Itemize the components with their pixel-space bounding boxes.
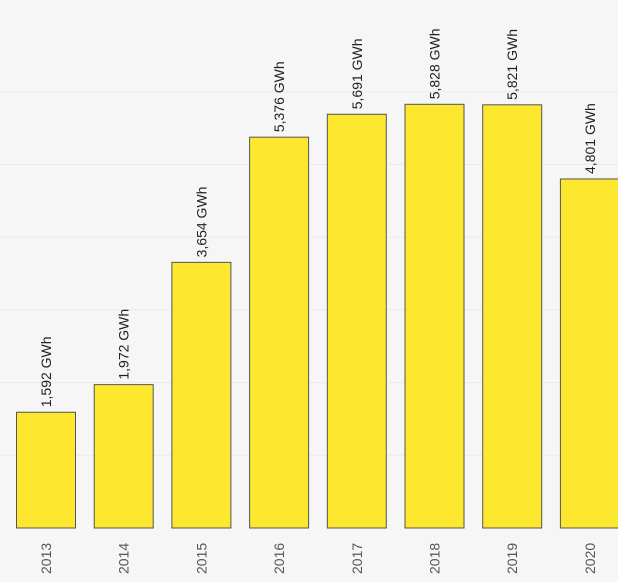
bar-2017 xyxy=(327,114,386,528)
bars xyxy=(17,104,618,528)
data-label-2018: 5,828 GWh xyxy=(427,28,443,99)
data-label-2015: 3,654 GWh xyxy=(193,187,209,258)
x-tick-label-2019: 2019 xyxy=(504,543,520,574)
bar-2013 xyxy=(17,412,76,528)
x-tick-label-2020: 2020 xyxy=(582,543,598,574)
x-tick-label-2013: 2013 xyxy=(38,543,54,574)
data-label-2017: 5,691 GWh xyxy=(349,38,365,109)
x-tick-label-2014: 2014 xyxy=(116,543,132,574)
bar-2014 xyxy=(94,385,153,528)
x-tick-label-2016: 2016 xyxy=(271,543,287,574)
data-label-2014: 1,972 GWh xyxy=(116,309,132,380)
bar-2020 xyxy=(560,179,618,528)
data-label-2019: 5,821 GWh xyxy=(504,29,520,100)
bar-2016 xyxy=(250,137,309,528)
x-tick-label-2017: 2017 xyxy=(349,543,365,574)
bar-2015 xyxy=(172,262,231,528)
data-label-2016: 5,376 GWh xyxy=(271,61,287,132)
data-label-2013: 1,592 GWh xyxy=(38,336,54,407)
bar-2018 xyxy=(405,104,464,528)
bar-2019 xyxy=(483,105,542,528)
data-label-2020: 4,801 GWh xyxy=(582,103,598,174)
x-axis-tick-labels: 2013 2014 2015 2016 2017 2018 2019 2020 xyxy=(38,543,598,574)
x-tick-label-2018: 2018 xyxy=(427,543,443,574)
x-tick-label-2015: 2015 xyxy=(193,543,209,574)
